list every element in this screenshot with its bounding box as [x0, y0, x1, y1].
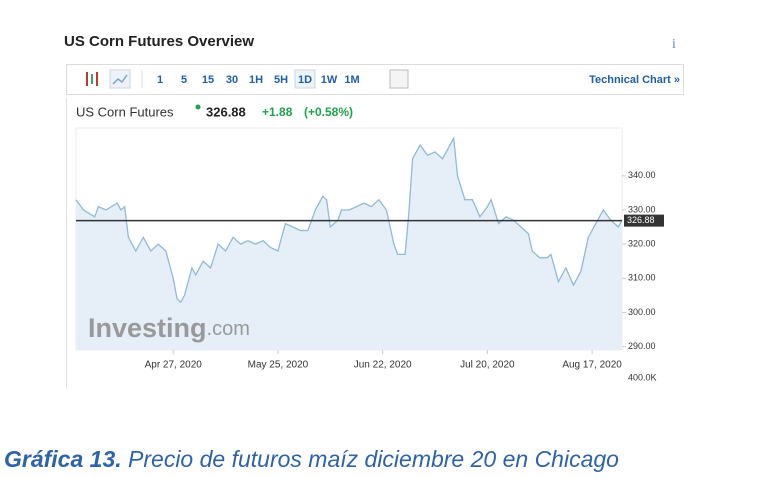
caption: Gráfica 13. Precio de futuros maíz dicie… — [4, 446, 619, 472]
technical-chart-link[interactable]: Technical Chart » — [589, 74, 680, 86]
interval-button[interactable]: 5 — [181, 74, 187, 86]
candle-icon[interactable] — [86, 72, 98, 86]
x-tick-label: Jul 20, 2020 — [460, 360, 515, 371]
area-icon[interactable] — [109, 69, 131, 89]
interval-button[interactable]: 15 — [202, 74, 214, 86]
live-dot — [195, 104, 201, 110]
interval-button[interactable]: 1 — [157, 74, 163, 86]
y-tick-label: 290.00 — [628, 341, 656, 351]
watermark: Investing.com — [88, 313, 250, 343]
widget-title: US Corn Futures Overview — [64, 33, 254, 50]
interval-button[interactable]: 1H — [249, 74, 263, 86]
y-tick-label: 340.00 — [628, 170, 656, 180]
x-tick-label: Aug 17, 2020 — [562, 360, 622, 371]
watermark-suffix: .com — [207, 318, 250, 340]
area-icon-line — [112, 74, 128, 85]
y-tick-label: 300.00 — [628, 307, 656, 317]
toolbar — [66, 64, 684, 95]
quote-name: US Corn Futures — [76, 104, 174, 119]
caption-text: Precio de futuros maíz diciembre 20 en C… — [122, 446, 620, 472]
y-tick-label: 320.00 — [628, 238, 656, 248]
info-icon[interactable]: i — [672, 37, 676, 52]
reference-label-box — [624, 214, 664, 227]
price-line — [75, 136, 623, 304]
plot — [75, 136, 623, 350]
reference-label: 326.88 — [627, 215, 655, 225]
quote-change-pct: (+0.58%) — [304, 105, 353, 119]
caption-number: Gráfica 13. — [4, 446, 122, 472]
quote-price: 326.88 — [206, 104, 246, 119]
y-tick-label: 310.00 — [628, 273, 656, 283]
quote-change: +1.88 — [262, 105, 293, 119]
y-tick-label: 330.00 — [628, 204, 656, 214]
interval-button[interactable]: 1W — [321, 74, 338, 86]
x-tick-label: May 25, 2020 — [248, 360, 309, 371]
volume-label: 400.0K — [628, 372, 657, 382]
interval-button[interactable]: 5H — [274, 74, 288, 86]
interval-button[interactable]: 1D — [298, 74, 312, 86]
area-fill — [76, 138, 622, 350]
interval-active — [294, 69, 316, 89]
calendar-icon[interactable] — [389, 69, 409, 89]
interval-button[interactable]: 1M — [344, 74, 359, 86]
x-tick-label: Apr 27, 2020 — [145, 360, 203, 371]
x-tick-label: Jun 22, 2020 — [354, 360, 412, 371]
interval-button[interactable]: 30 — [226, 74, 238, 86]
watermark-brand: Investing — [88, 313, 207, 343]
